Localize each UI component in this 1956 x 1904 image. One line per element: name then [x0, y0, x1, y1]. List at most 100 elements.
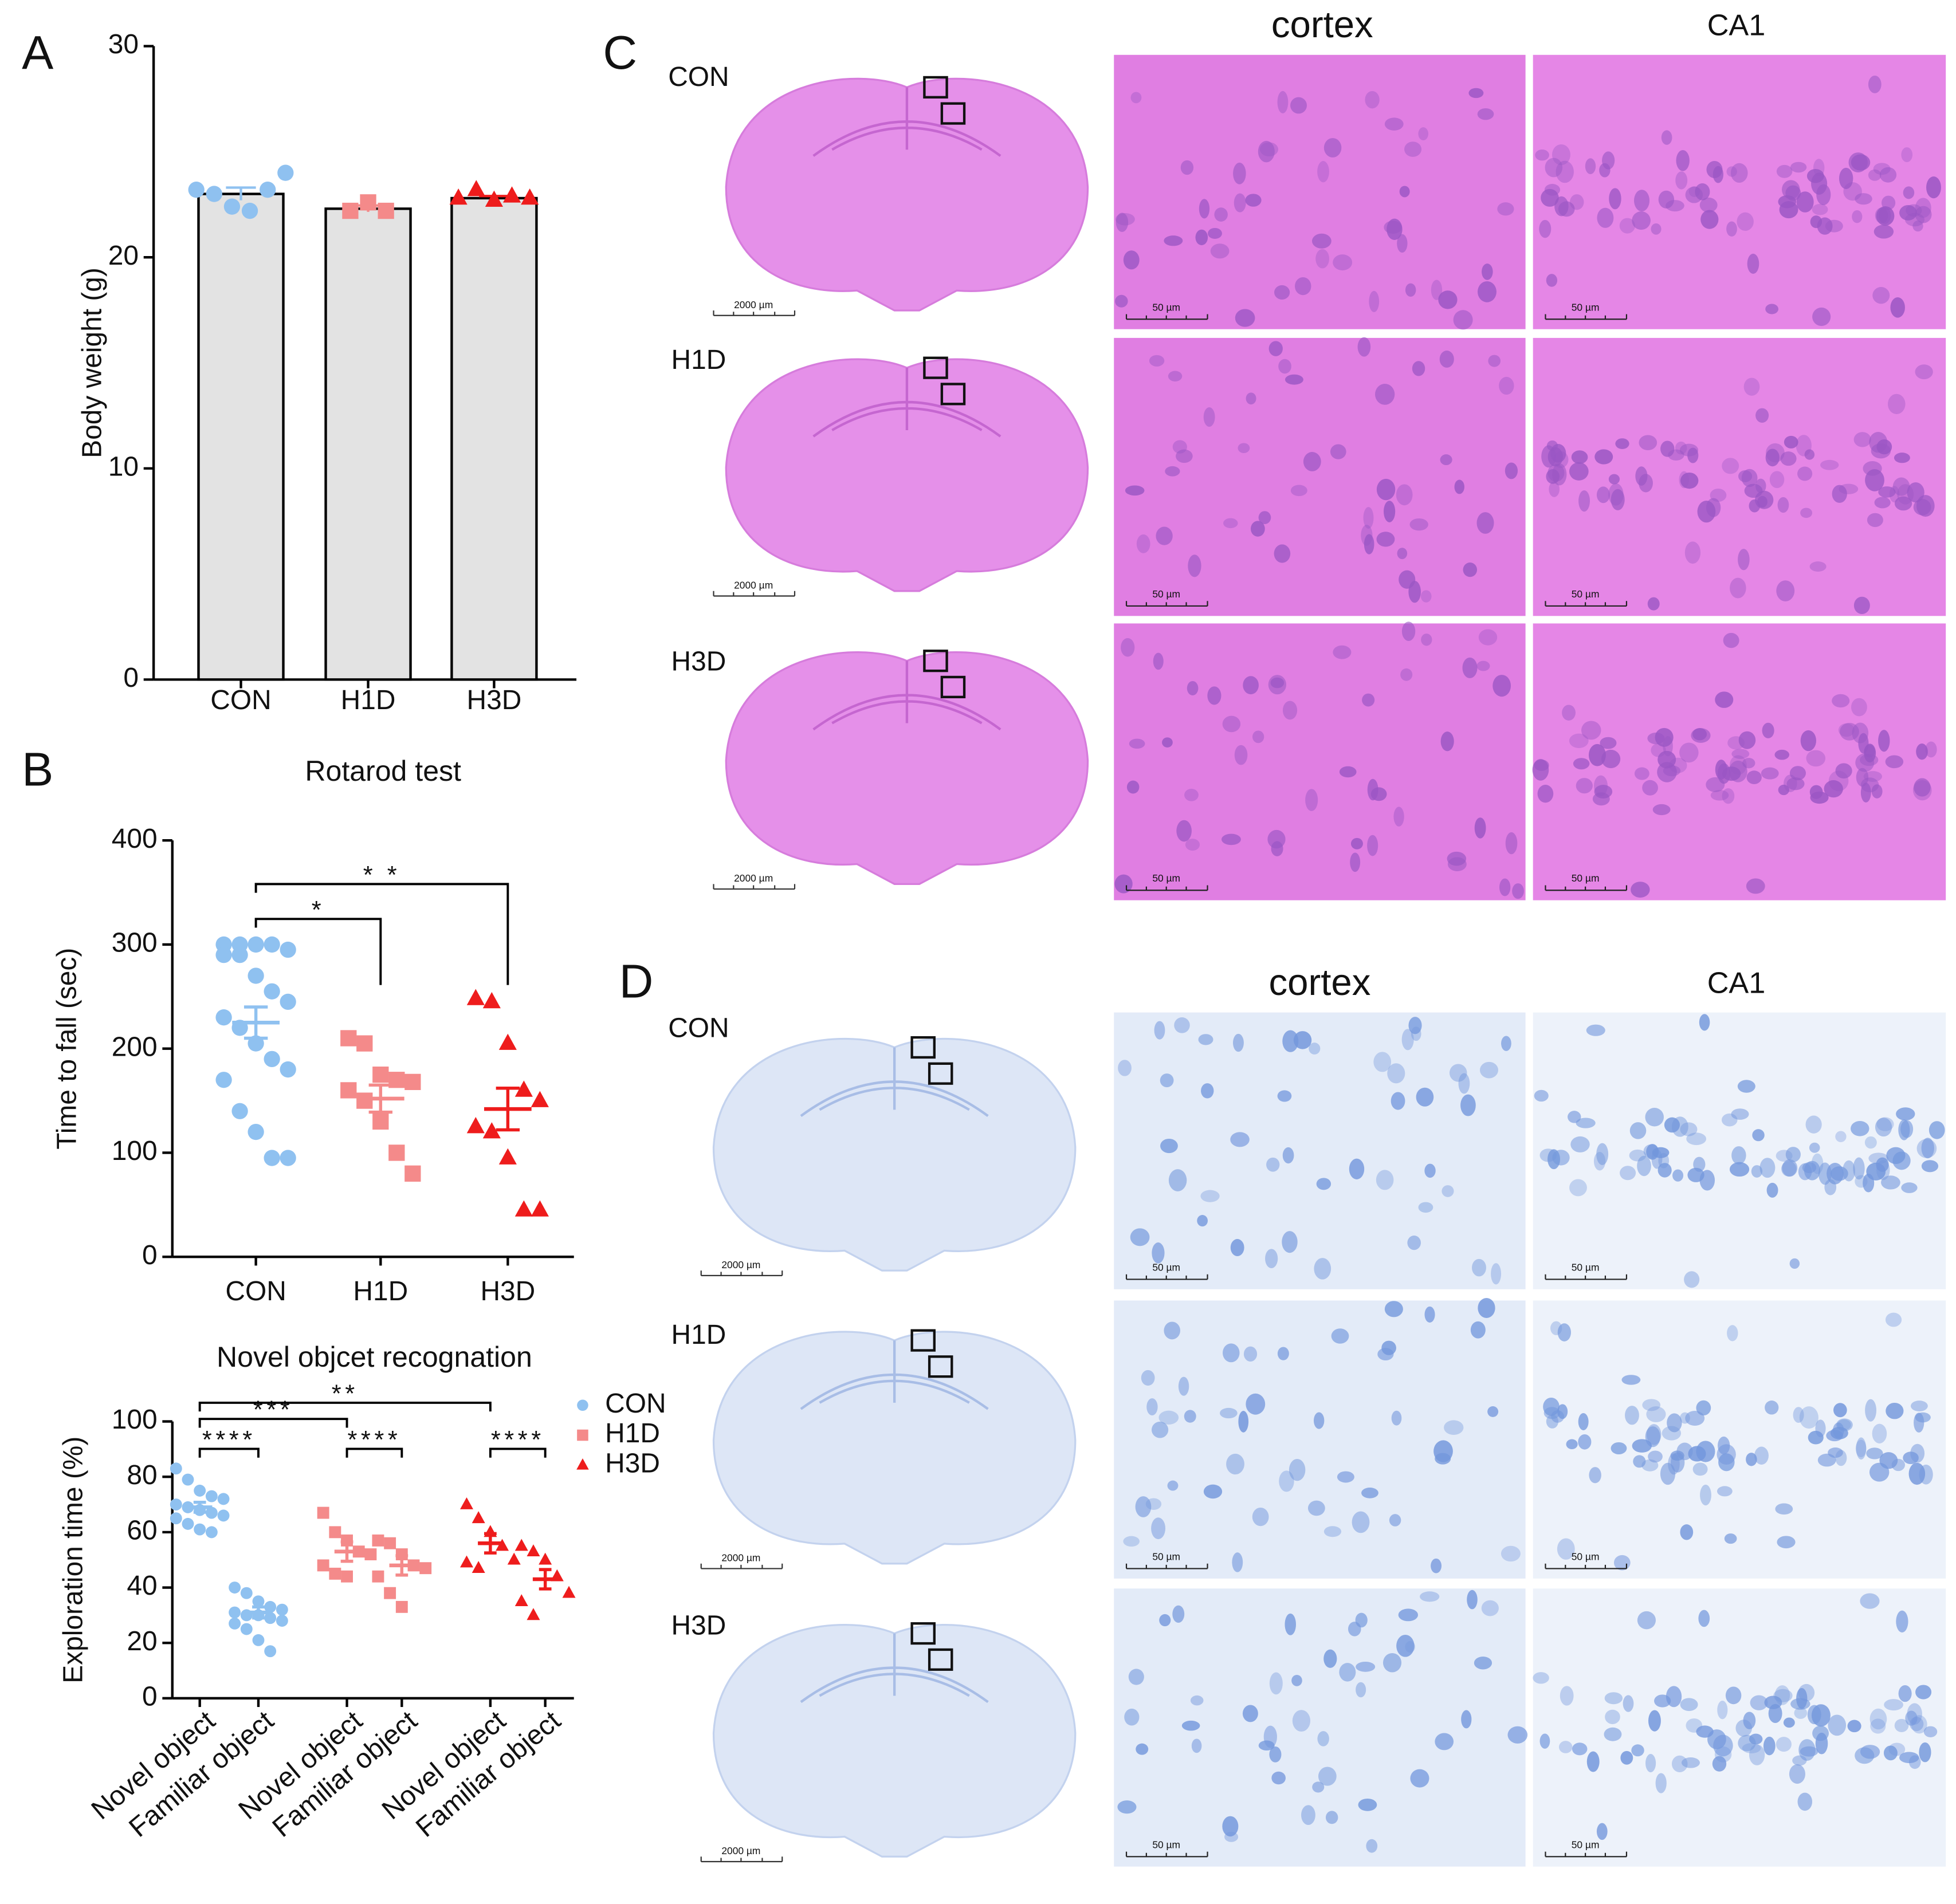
cell: [1645, 1108, 1664, 1127]
cell: [1757, 495, 1768, 508]
cell: [1547, 447, 1563, 467]
cell: [1285, 1613, 1296, 1635]
cell: [1840, 723, 1859, 741]
cell: [1546, 274, 1558, 287]
cell: [1566, 1439, 1578, 1450]
cell: [1658, 1163, 1672, 1178]
cell: [1282, 1030, 1299, 1052]
cell: [1404, 141, 1422, 157]
brain-section: [725, 77, 1089, 312]
cell: [1290, 485, 1307, 497]
cell: [1615, 438, 1629, 449]
y-tick-label: 60: [127, 1516, 157, 1546]
scale-bar-label: 50 µm: [1152, 1261, 1180, 1273]
cell: [1663, 736, 1673, 757]
cell: [1747, 253, 1759, 274]
cell: [1291, 1674, 1302, 1686]
cell: [1232, 1552, 1243, 1572]
cell: [1855, 1439, 1867, 1458]
cell: [1886, 1147, 1906, 1165]
cell: [1168, 371, 1183, 381]
cell: [1230, 1132, 1250, 1147]
cell: [1724, 1533, 1737, 1544]
scale-bar: [1125, 1274, 1208, 1280]
data-point: [205, 1490, 218, 1502]
cell: [1167, 1480, 1179, 1491]
cell: [1746, 1453, 1757, 1466]
y-tick-label: 30: [108, 29, 139, 60]
cell: [1871, 443, 1891, 459]
cell: [1660, 440, 1675, 457]
data-point: [395, 1548, 408, 1560]
cell: [1876, 1160, 1890, 1181]
cell: [1576, 1118, 1596, 1128]
cell: [1333, 645, 1352, 659]
micrograph: [1114, 1012, 1526, 1289]
cell: [1790, 162, 1807, 173]
cell: [1295, 277, 1311, 296]
brain-section: [712, 1331, 1077, 1565]
bar: [450, 196, 538, 681]
data-point: [356, 1092, 373, 1109]
cell: [1405, 283, 1416, 297]
cell: [1178, 1376, 1189, 1396]
cell: [1505, 832, 1518, 855]
cell: [1722, 788, 1735, 804]
cell: [1926, 176, 1941, 199]
cell: [1376, 1170, 1394, 1190]
data-point: [264, 1051, 280, 1068]
cell: [1592, 792, 1610, 806]
data-point: [223, 198, 241, 215]
chart-title: Rotarod test: [305, 755, 461, 787]
cell: [1168, 1169, 1187, 1191]
scale-bar: [1545, 1563, 1628, 1569]
data-point: [485, 190, 503, 207]
cell: [1365, 91, 1380, 109]
cell: [1367, 778, 1378, 801]
cell: [1207, 686, 1221, 705]
cell: [1581, 721, 1601, 740]
data-point: [514, 1200, 533, 1217]
cell: [1789, 1764, 1805, 1784]
panel-letter: C: [603, 26, 637, 79]
cell: [1868, 75, 1882, 93]
cell: [1726, 221, 1737, 237]
data-point: [264, 1612, 277, 1624]
cell: [1408, 580, 1421, 603]
data-point: [384, 1587, 396, 1599]
cell: [1833, 1403, 1847, 1418]
micrograph: [1114, 54, 1526, 329]
cell: [1878, 486, 1896, 498]
data-point: [252, 1609, 265, 1622]
cell: [1233, 1033, 1244, 1052]
cell: [1558, 1741, 1573, 1753]
cell: [1350, 852, 1361, 872]
data-point: [482, 1122, 501, 1139]
data-point: [317, 1559, 329, 1572]
cell: [1234, 745, 1248, 765]
data-point: [170, 1462, 182, 1475]
cell: [1727, 1325, 1738, 1342]
cell: [1915, 1685, 1932, 1700]
data-point: [404, 1165, 421, 1182]
cell: [1576, 778, 1593, 794]
data-point: [170, 1512, 182, 1525]
cell: [1853, 1157, 1865, 1180]
error-bar: [368, 1083, 392, 1114]
cell: [1289, 1458, 1306, 1481]
cell: [1684, 541, 1701, 564]
cell: [1507, 1726, 1528, 1744]
cell: [1482, 263, 1493, 280]
cell: [1400, 668, 1413, 681]
scale-bar-label: 2000 µm: [734, 299, 773, 310]
cell: [1620, 1166, 1636, 1181]
cell: [1878, 730, 1890, 752]
x-tick-label: H1D: [353, 1276, 408, 1307]
cell: [1268, 341, 1283, 356]
cell: [1397, 548, 1408, 560]
cell: [1765, 449, 1780, 467]
data-point: [341, 1534, 353, 1547]
cell: [1774, 749, 1790, 760]
cell: [1609, 188, 1621, 210]
cell: [1647, 1424, 1662, 1445]
